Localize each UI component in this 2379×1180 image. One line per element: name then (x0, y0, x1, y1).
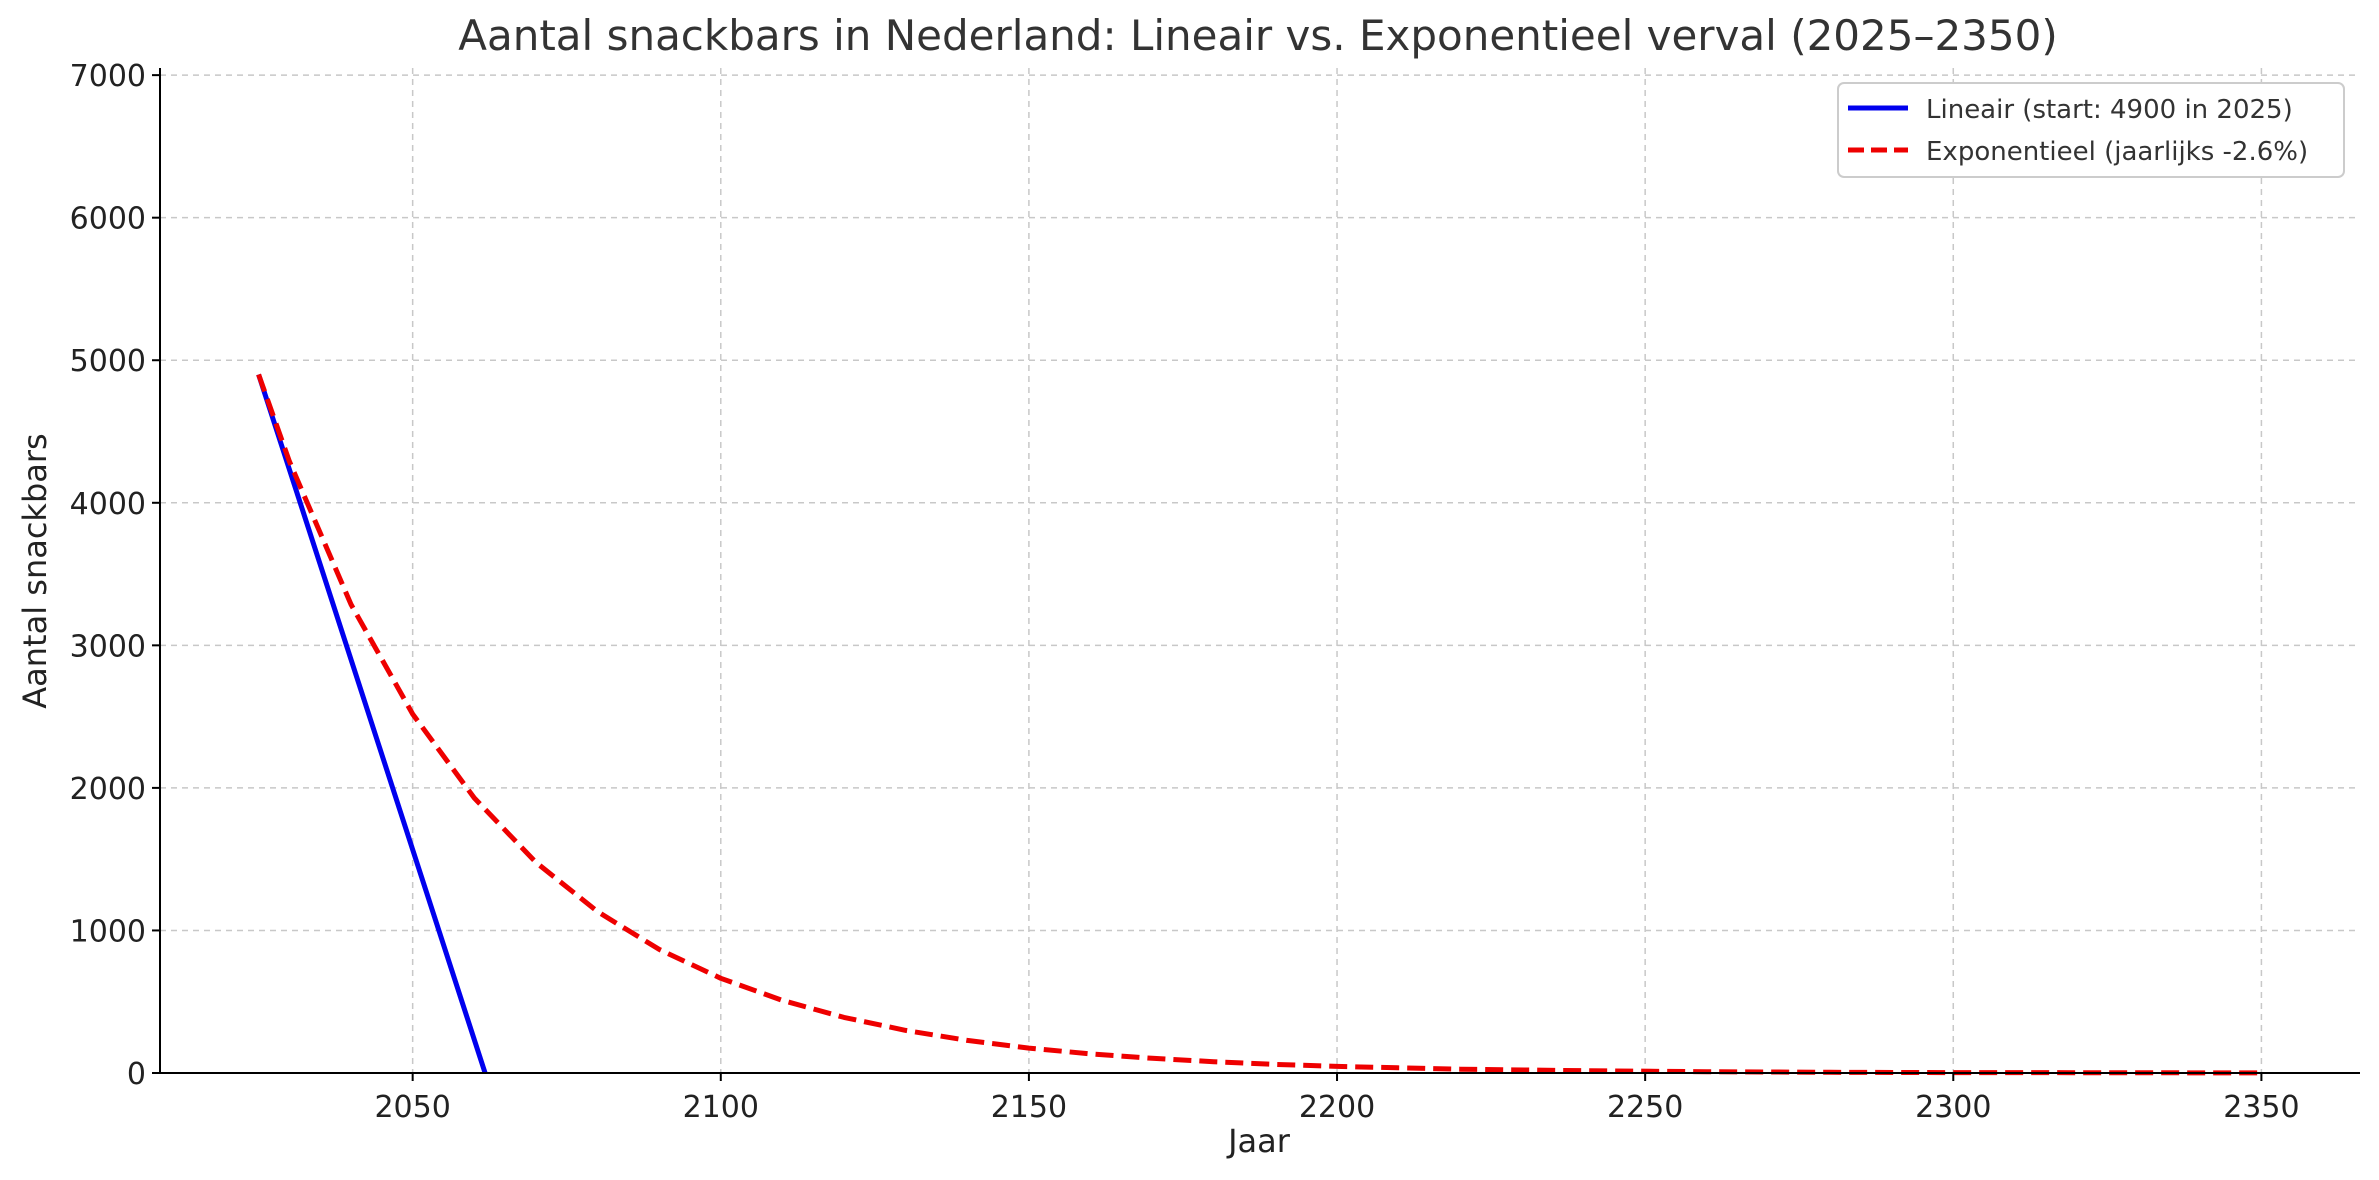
y-ticks: 0 1000 2000 3000 4000 5000 6000 7000 (70, 59, 160, 1092)
x-tick-label-2300: 2300 (1915, 1090, 1991, 1125)
y-tick-label-0: 0 (127, 1057, 146, 1092)
x-tick-label-2050: 2050 (374, 1090, 450, 1125)
legend-label-lineair: Lineair (start: 4900 in 2025) (1926, 95, 2293, 125)
y-tick-label-7000: 7000 (70, 59, 146, 94)
chart-title: Aantal snackbars in Nederland: Lineair v… (458, 11, 2058, 60)
legend: Lineair (start: 4900 in 2025) Exponentie… (1837, 82, 2345, 178)
x-tick-label-2150: 2150 (991, 1090, 1067, 1125)
legend-label-exponentieel: Exponentieel (jaarlijks -2.6%) (1926, 137, 2308, 167)
y-tick-label-1000: 1000 (70, 914, 146, 949)
y-tick-label-6000: 6000 (70, 202, 146, 237)
y-tick-label-5000: 5000 (70, 344, 146, 379)
x-tick-label-2200: 2200 (1299, 1090, 1375, 1125)
x-tick-label-2350: 2350 (2223, 1090, 2299, 1125)
y-axis-label: Aantal snackbars (16, 433, 54, 708)
x-tick-label-2250: 2250 (1607, 1090, 1683, 1125)
series-layer (256, 373, 2262, 1076)
x-ticks: 2050 2100 2150 2200 2250 2300 2350 (374, 1073, 2300, 1125)
series-line-0 (256, 373, 488, 1074)
y-tick-label-3000: 3000 (70, 629, 146, 664)
y-tick-label-4000: 4000 (70, 487, 146, 522)
grid (160, 68, 2360, 1074)
y-tick-label-2000: 2000 (70, 772, 146, 807)
x-axis-label: Jaar (1226, 1122, 1291, 1160)
legend-box (1837, 82, 2345, 178)
x-tick-label-2100: 2100 (683, 1090, 759, 1125)
series-line-1 (256, 373, 2262, 1076)
